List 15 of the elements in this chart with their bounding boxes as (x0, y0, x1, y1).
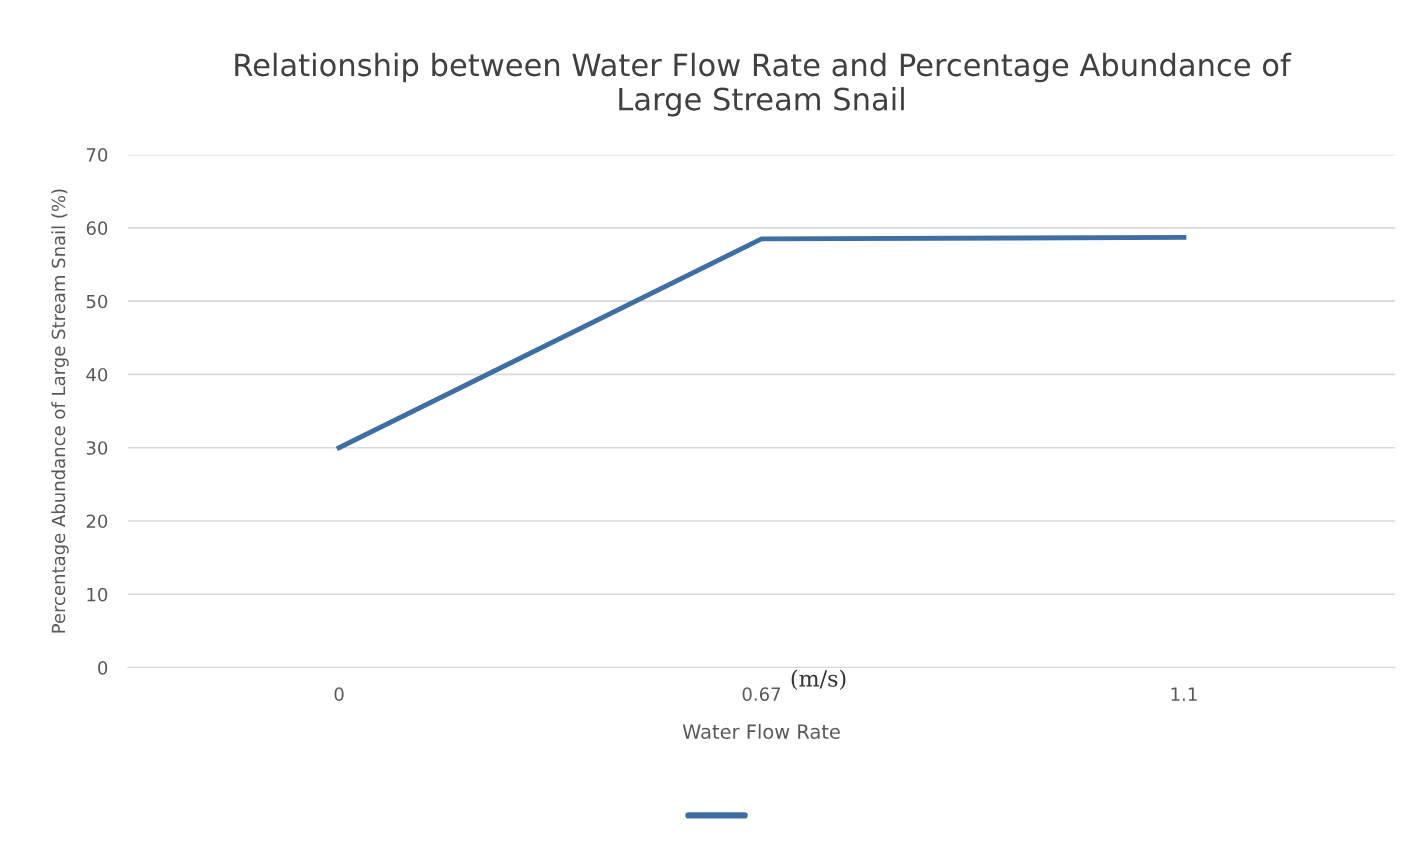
y-tick-label: 0 (98, 661, 108, 675)
y-tick-label: 30 (86, 441, 108, 455)
x-tick-label: 0.67 (742, 687, 781, 701)
y-tick-label: 60 (86, 221, 108, 236)
chart-title: Relationship between Water Flow Rate and Percentage Abundance of Large Stream Snail (235, 52, 1292, 117)
y-axis-title: Percentage Abundance of Large Stream Snail (%) (51, 189, 69, 633)
y-tick-label: 20 (86, 514, 108, 529)
x-tick-label: 1.1 (1171, 687, 1197, 701)
y-tick-label: 50 (86, 294, 108, 309)
x-tick-label: 0 (334, 687, 344, 701)
text: (m/s) (791, 669, 846, 690)
y-tick-label: 10 (87, 587, 108, 602)
x-axis-title: Water Flow Rate (682, 723, 840, 739)
y-tick-label: 70 (86, 148, 108, 162)
y-tick-label: 40 (86, 367, 108, 382)
